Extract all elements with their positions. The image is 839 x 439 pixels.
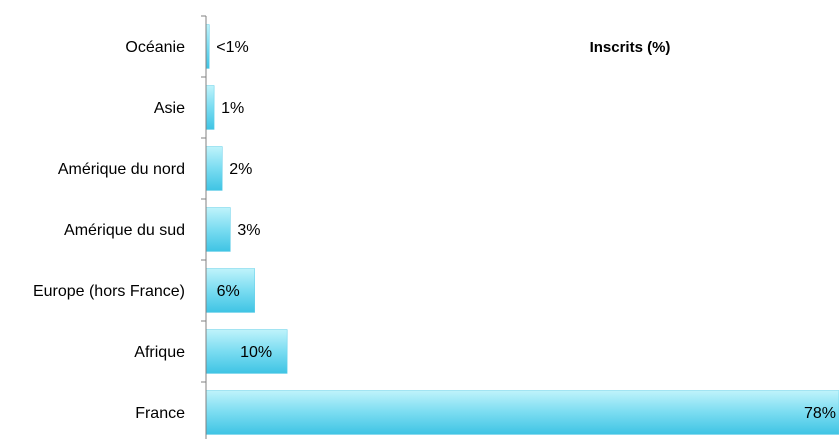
data-label: 10% (240, 344, 272, 361)
data-label: 3% (237, 222, 260, 239)
bar (205, 390, 839, 435)
category-labels: Océanie Asie Amérique du nord Amérique du s… (33, 39, 185, 422)
data-label: 2% (229, 161, 252, 178)
bar (205, 329, 288, 374)
data-labels: <1% 1% 2% 3% 6% 10% 78% (216, 39, 836, 422)
category-label: Amérique du nord (58, 161, 185, 178)
data-label: <1% (216, 39, 248, 56)
data-label: 78% (804, 405, 836, 422)
bar (205, 268, 255, 313)
category-label: Océanie (125, 39, 185, 56)
bar (205, 207, 231, 252)
data-label: 1% (221, 100, 244, 117)
category-label: Afrique (134, 344, 185, 361)
category-label: Amérique du sud (64, 222, 185, 239)
bar (205, 146, 223, 191)
bar (205, 85, 215, 130)
data-label: 6% (217, 283, 240, 300)
y-axis (201, 15, 207, 439)
category-label: Asie (154, 100, 185, 117)
chart-title: Inscrits (%) (590, 39, 671, 56)
category-label: France (135, 405, 185, 422)
bars-layer (205, 24, 839, 435)
category-label: Europe (hors France) (33, 283, 185, 300)
